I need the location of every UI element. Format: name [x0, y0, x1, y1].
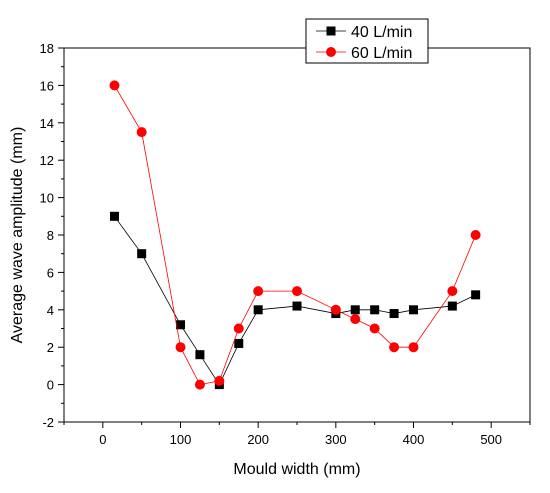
- y-tick-label: 4: [47, 303, 54, 318]
- data-point: [176, 320, 185, 330]
- y-tick-label: 18: [40, 41, 54, 56]
- x-tick-label: 300: [325, 432, 347, 447]
- data-point: [292, 301, 302, 311]
- y-tick-label: 2: [47, 340, 54, 355]
- x-tick-label: 500: [480, 432, 502, 447]
- y-tick-label: 8: [47, 228, 54, 243]
- data-point: [136, 127, 147, 138]
- series-line: [114, 216, 476, 386]
- y-tick-label: -2: [42, 415, 54, 430]
- data-point: [471, 290, 481, 300]
- data-point: [234, 338, 244, 348]
- legend-entry: 40 L/min: [316, 24, 412, 41]
- axes-layer: 0 100 200 300 400 500 -2 0 2 4 6 8 10 12 14 16 18: [40, 41, 531, 447]
- legend-marker: [326, 47, 336, 57]
- data-point: [370, 305, 380, 315]
- data-point: [470, 230, 481, 240]
- series-line: [114, 85, 477, 386]
- data-point: [447, 286, 458, 297]
- y-tick-label: 16: [40, 78, 54, 93]
- data-point: [350, 305, 360, 315]
- data-point: [253, 305, 263, 315]
- y-tick-label: 10: [40, 191, 54, 206]
- series-1: [109, 211, 481, 390]
- data-point: [109, 80, 120, 91]
- data-point: [408, 342, 419, 353]
- data-point: [389, 342, 400, 353]
- data-point: [447, 301, 457, 311]
- legend-entry: 60 L/min: [316, 45, 412, 62]
- data-point: [137, 249, 147, 259]
- series-2: [109, 80, 481, 390]
- y-tick-label: 6: [47, 265, 54, 280]
- x-tick-label: 200: [247, 432, 269, 447]
- x-tick-label: 0: [99, 432, 106, 447]
- data-point: [369, 323, 380, 334]
- legend-label: 60 L/min: [351, 45, 412, 62]
- legend-box: [305, 18, 429, 64]
- data-point: [330, 304, 341, 315]
- series-layer: [109, 80, 481, 390]
- data-point: [409, 305, 418, 315]
- plot-area-frame: [63, 47, 531, 423]
- y-axis-title: Average wave amplitude (mm): [9, 127, 26, 344]
- data-point: [109, 211, 119, 221]
- data-point: [214, 375, 225, 386]
- y-tick-label: 12: [40, 153, 54, 168]
- data-point: [389, 309, 399, 319]
- data-point: [292, 286, 302, 297]
- data-point: [195, 350, 205, 360]
- data-point: [175, 342, 186, 353]
- x-tick-label: 100: [170, 432, 192, 447]
- legend-label: 40 L/min: [351, 24, 412, 41]
- data-point: [233, 323, 244, 334]
- x-axis-title: Mould width (mm): [233, 461, 360, 478]
- y-tick-label: 14: [40, 116, 54, 131]
- y-tick-label: 0: [47, 378, 54, 393]
- legend: 40 L/min 60 L/min: [305, 18, 429, 64]
- x-tick-label: 400: [403, 432, 425, 447]
- data-point: [253, 286, 264, 297]
- data-point: [350, 314, 361, 325]
- data-point: [194, 379, 205, 390]
- legend-marker: [326, 26, 336, 36]
